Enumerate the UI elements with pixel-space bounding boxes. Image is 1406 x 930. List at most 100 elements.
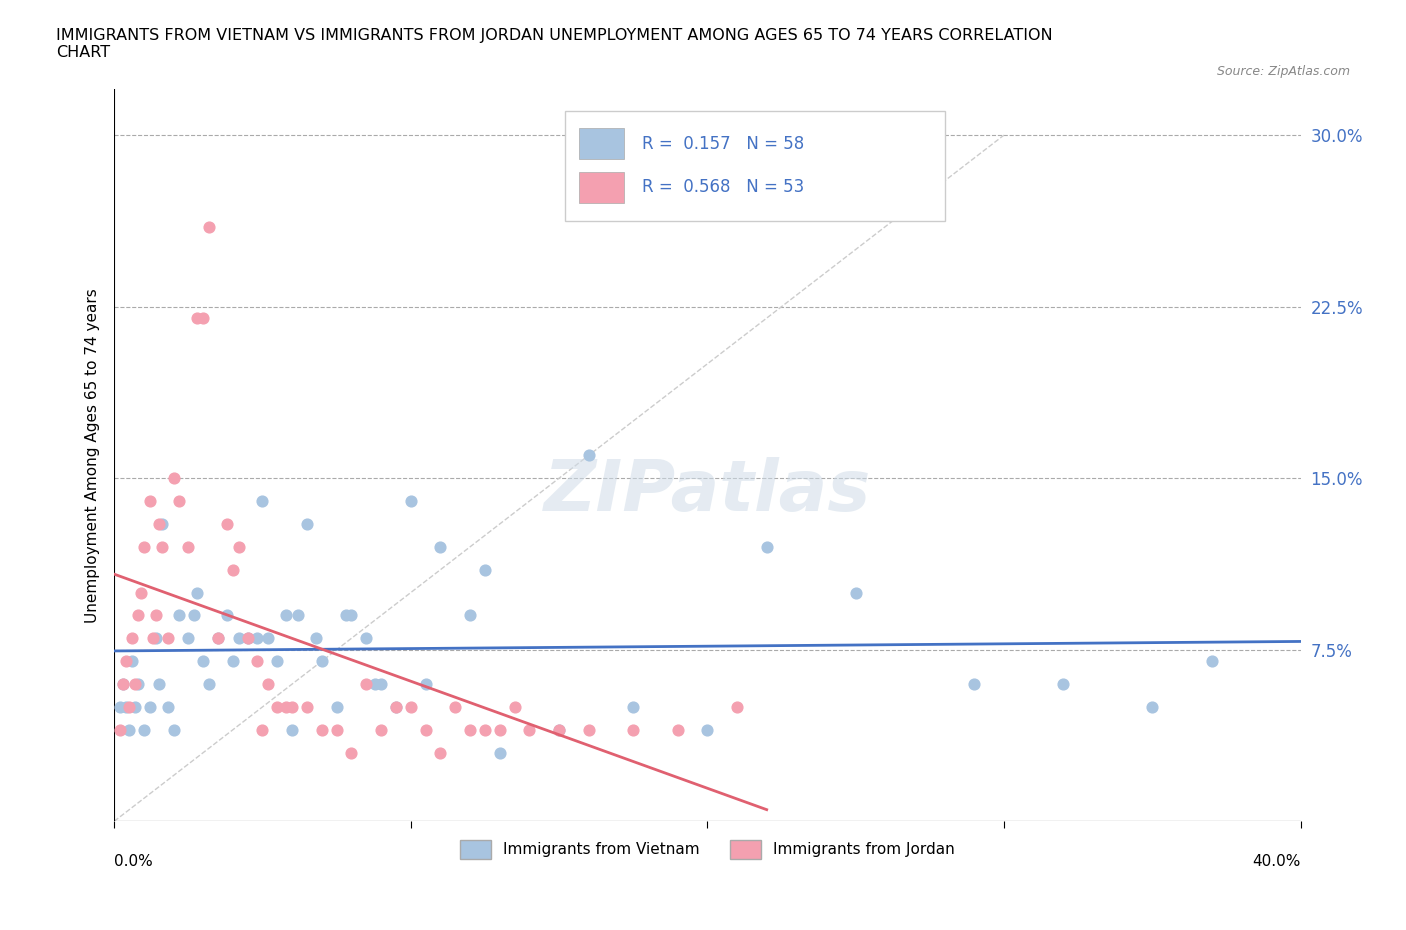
Point bbox=[503, 699, 526, 714]
Text: ZIPatlas: ZIPatlas bbox=[544, 458, 872, 526]
Point bbox=[150, 516, 173, 531]
Point bbox=[257, 631, 280, 645]
Point bbox=[257, 677, 280, 692]
Point bbox=[281, 699, 304, 714]
Point bbox=[150, 539, 173, 554]
Point bbox=[325, 723, 347, 737]
Point bbox=[340, 608, 363, 623]
Point bbox=[145, 608, 167, 623]
Point bbox=[519, 723, 541, 737]
Point bbox=[112, 677, 135, 692]
Text: 0.0%: 0.0% bbox=[114, 855, 153, 870]
Point bbox=[370, 677, 392, 692]
Point bbox=[228, 631, 250, 645]
Point bbox=[124, 699, 146, 714]
Point bbox=[399, 699, 422, 714]
Point bbox=[578, 723, 600, 737]
Point bbox=[177, 539, 200, 554]
Point bbox=[191, 311, 214, 325]
Point bbox=[755, 539, 778, 554]
Point bbox=[356, 631, 378, 645]
Point bbox=[215, 516, 238, 531]
Point bbox=[139, 494, 162, 509]
Point bbox=[139, 699, 162, 714]
Point bbox=[287, 608, 309, 623]
Text: Source: ZipAtlas.com: Source: ZipAtlas.com bbox=[1216, 65, 1350, 78]
Point bbox=[198, 677, 221, 692]
Point bbox=[112, 677, 135, 692]
Point bbox=[415, 723, 437, 737]
Point bbox=[266, 699, 288, 714]
Point bbox=[295, 699, 318, 714]
Point bbox=[370, 723, 392, 737]
Point bbox=[621, 699, 644, 714]
Point bbox=[385, 699, 408, 714]
Point bbox=[311, 723, 333, 737]
Point bbox=[183, 608, 205, 623]
Point bbox=[1201, 654, 1223, 669]
Point bbox=[548, 723, 571, 737]
Point bbox=[1142, 699, 1164, 714]
Text: R =  0.568   N = 53: R = 0.568 N = 53 bbox=[643, 179, 804, 196]
Point bbox=[207, 631, 229, 645]
Point bbox=[444, 699, 467, 714]
Point bbox=[118, 699, 141, 714]
Point bbox=[963, 677, 986, 692]
Point bbox=[621, 723, 644, 737]
Point bbox=[474, 723, 496, 737]
Point bbox=[474, 563, 496, 578]
Point bbox=[429, 745, 451, 760]
Point bbox=[725, 699, 748, 714]
Point bbox=[276, 699, 298, 714]
Point bbox=[129, 585, 152, 600]
Point bbox=[236, 631, 259, 645]
FancyBboxPatch shape bbox=[565, 112, 945, 221]
Point bbox=[207, 631, 229, 645]
Point bbox=[236, 631, 259, 645]
Point bbox=[108, 699, 131, 714]
Point bbox=[252, 723, 274, 737]
Text: 40.0%: 40.0% bbox=[1253, 855, 1301, 870]
Point bbox=[198, 219, 221, 234]
Point bbox=[222, 654, 245, 669]
Point bbox=[281, 723, 304, 737]
Point bbox=[118, 723, 141, 737]
Point bbox=[245, 631, 267, 645]
Point bbox=[156, 699, 179, 714]
Point bbox=[145, 631, 167, 645]
Point bbox=[276, 608, 298, 623]
Point bbox=[845, 585, 868, 600]
Point bbox=[266, 654, 288, 669]
Point bbox=[548, 723, 571, 737]
Point bbox=[228, 539, 250, 554]
Point bbox=[115, 654, 138, 669]
Point bbox=[121, 654, 143, 669]
Point bbox=[488, 723, 510, 737]
Point bbox=[215, 608, 238, 623]
Point bbox=[186, 585, 208, 600]
Text: IMMIGRANTS FROM VIETNAM VS IMMIGRANTS FROM JORDAN UNEMPLOYMENT AMONG AGES 65 TO : IMMIGRANTS FROM VIETNAM VS IMMIGRANTS FR… bbox=[56, 28, 1053, 60]
Point bbox=[148, 516, 170, 531]
Point bbox=[142, 631, 165, 645]
Point bbox=[335, 608, 357, 623]
Point bbox=[458, 723, 481, 737]
Point bbox=[132, 539, 155, 554]
Point bbox=[177, 631, 200, 645]
Point bbox=[162, 471, 184, 485]
Point bbox=[458, 608, 481, 623]
Point bbox=[222, 563, 245, 578]
Point bbox=[399, 494, 422, 509]
Point bbox=[340, 745, 363, 760]
Point bbox=[127, 608, 149, 623]
Point bbox=[169, 608, 191, 623]
Point bbox=[356, 677, 378, 692]
Point bbox=[364, 677, 387, 692]
Point bbox=[311, 654, 333, 669]
Point bbox=[162, 723, 184, 737]
FancyBboxPatch shape bbox=[579, 172, 624, 203]
Point bbox=[169, 494, 191, 509]
Point bbox=[429, 539, 451, 554]
Point bbox=[132, 723, 155, 737]
Point bbox=[121, 631, 143, 645]
Legend: Immigrants from Vietnam, Immigrants from Jordan: Immigrants from Vietnam, Immigrants from… bbox=[454, 834, 960, 865]
